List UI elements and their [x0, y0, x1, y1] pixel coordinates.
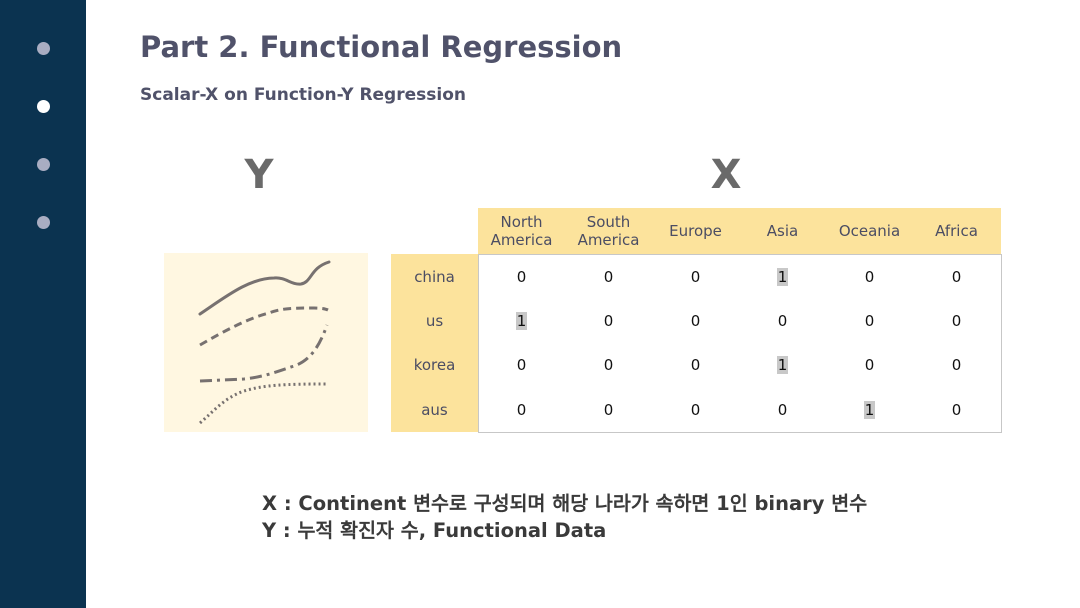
- matrix-cell: 1: [863, 401, 876, 419]
- x-description: X : Continent 변수로 구성되며 해당 나라가 속하면 1인 bin…: [262, 492, 868, 515]
- row-label-china: china: [414, 268, 455, 286]
- col-header-europe: Europe: [669, 222, 722, 240]
- col-header-oceania: Oceania: [838, 222, 901, 240]
- matrix-cell: 1: [776, 356, 789, 374]
- row-header-band: [391, 254, 478, 432]
- matrix-cell: 0: [690, 356, 701, 374]
- y-label: Y: [244, 152, 274, 198]
- matrix-cell: 0: [516, 401, 527, 419]
- dotted-curve: [199, 382, 327, 425]
- col-header-asia: Asia: [766, 222, 799, 240]
- column-header-band: [478, 208, 1001, 254]
- nav-dot-2-active[interactable]: [37, 100, 50, 113]
- matrix-cell: 1: [515, 312, 528, 330]
- nav-dot-1[interactable]: [37, 42, 50, 55]
- matrix-cell: 0: [864, 312, 875, 330]
- matrix-cell: 0: [603, 268, 614, 286]
- matrix-cell: 0: [864, 356, 875, 374]
- matrix-cell: 0: [951, 312, 962, 330]
- matrix-cell: 0: [777, 312, 788, 330]
- row-label-aus: aus: [421, 401, 448, 419]
- col-header-north-america: North America: [490, 213, 553, 249]
- matrix-cell: 0: [603, 401, 614, 419]
- sidebar: [0, 0, 86, 608]
- matrix-cell: 0: [690, 312, 701, 330]
- nav-dot-3[interactable]: [37, 158, 50, 171]
- matrix-cell: 0: [864, 268, 875, 286]
- matrix-cell: 0: [603, 356, 614, 374]
- matrix-cell: 0: [777, 401, 788, 419]
- matrix-body: [478, 254, 1002, 433]
- nav-dot-4[interactable]: [37, 216, 50, 229]
- matrix-cell: 0: [516, 268, 527, 286]
- matrix-cell: 1: [776, 268, 789, 286]
- curves-svg: [198, 260, 331, 425]
- matrix-cell: 0: [690, 401, 701, 419]
- dashed-curve: [199, 306, 329, 347]
- row-label-korea: korea: [413, 356, 456, 374]
- page-title: Part 2. Functional Regression: [140, 30, 623, 64]
- matrix-cell: 0: [603, 312, 614, 330]
- col-header-south-america: South America: [577, 213, 640, 249]
- matrix-cell: 0: [690, 268, 701, 286]
- col-header-africa: Africa: [935, 222, 978, 240]
- row-label-us: us: [425, 312, 444, 330]
- x-label: X: [710, 152, 742, 198]
- dashdot-curve: [199, 324, 329, 383]
- matrix-cell: 0: [951, 268, 962, 286]
- y-description: Y : 누적 확진자 수, Functional Data: [262, 519, 607, 542]
- page-subtitle: Scalar-X on Function-Y Regression: [140, 85, 466, 105]
- functional-curves-illustration: [164, 253, 368, 432]
- matrix-cell: 0: [951, 401, 962, 419]
- matrix-cell: 0: [951, 356, 962, 374]
- matrix-cell: 0: [516, 356, 527, 374]
- solid-curve: [198, 260, 331, 316]
